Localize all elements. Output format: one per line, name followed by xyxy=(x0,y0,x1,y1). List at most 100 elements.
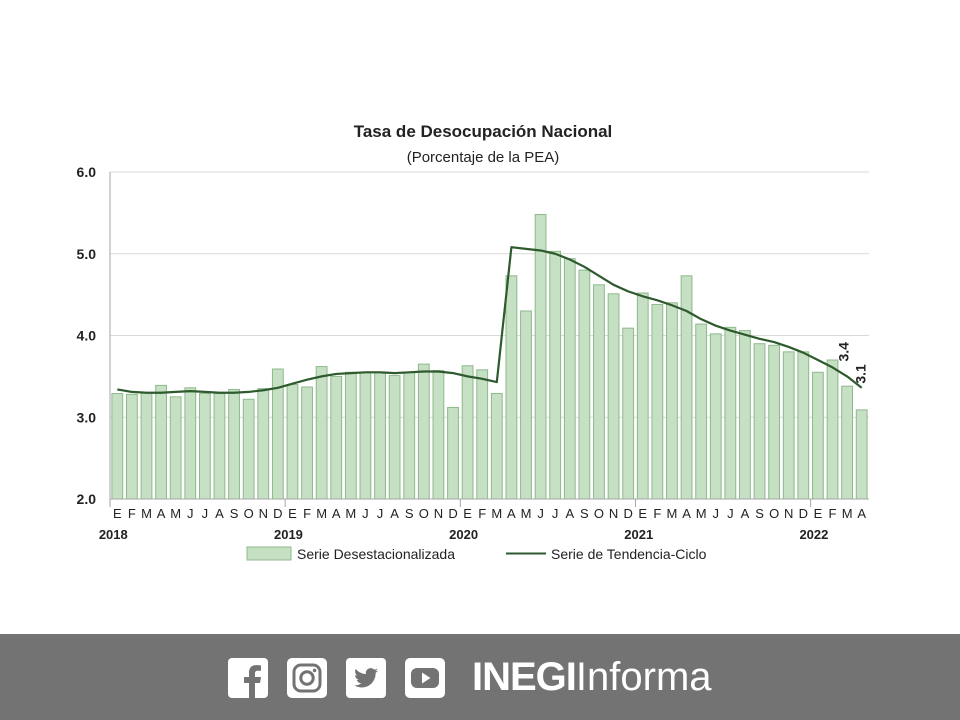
x-month-label: N xyxy=(609,506,618,521)
bar xyxy=(184,387,197,500)
bar xyxy=(505,275,518,500)
x-month-label: A xyxy=(157,506,166,521)
x-month-label: F xyxy=(829,506,837,521)
x-month-label: O xyxy=(244,506,254,521)
bar xyxy=(695,323,708,500)
y-tick-label: 5.0 xyxy=(77,246,97,262)
bar xyxy=(242,398,255,500)
x-month-label: E xyxy=(463,506,472,521)
x-month-label: E xyxy=(288,506,297,521)
bar xyxy=(432,370,445,500)
x-month-label: A xyxy=(215,506,224,521)
footer-bar: INEGIInforma xyxy=(0,634,960,720)
y-tick-label: 3.0 xyxy=(77,409,97,425)
chart: Tasa de Desocupación Nacional (Porcentaj… xyxy=(77,122,869,562)
bar xyxy=(753,343,766,500)
value-labels: 3.43.1 xyxy=(836,342,869,384)
bar xyxy=(622,327,635,500)
y-axis: 2.0 3.0 4.0 5.0 6.0 xyxy=(77,164,111,507)
bar xyxy=(768,344,781,500)
x-month-label: M xyxy=(842,506,853,521)
bar xyxy=(301,386,313,500)
legend: Serie Desestacionalizada Serie de Tenden… xyxy=(246,546,707,562)
brand-light: Informa xyxy=(575,655,712,699)
x-month-label: J xyxy=(552,506,559,521)
bar xyxy=(461,365,474,500)
x-month-label: J xyxy=(537,506,544,521)
bar xyxy=(578,269,591,500)
x-month-label: M xyxy=(696,506,707,521)
instagram-icon[interactable] xyxy=(287,658,327,698)
bar xyxy=(855,409,868,500)
x-month-label: J xyxy=(187,506,194,521)
x-month-label: F xyxy=(478,506,486,521)
bar xyxy=(111,393,124,500)
bar xyxy=(169,396,182,500)
facebook-icon[interactable] xyxy=(228,658,268,698)
x-month-label: F xyxy=(128,506,136,521)
x-month-label: M xyxy=(521,506,532,521)
legend-swatch-bar xyxy=(246,546,292,561)
bar xyxy=(125,393,138,500)
x-month-label: M xyxy=(667,506,678,521)
youtube-icon[interactable] xyxy=(405,658,445,698)
x-year-label: 2020 xyxy=(449,527,478,542)
x-month-label: A xyxy=(682,506,691,521)
bar xyxy=(417,363,430,500)
x-month-label: D xyxy=(448,506,457,521)
x-month-label: M xyxy=(141,506,152,521)
legend-label-tendencia: Serie de Tendencia-Ciclo xyxy=(551,546,707,562)
bar xyxy=(520,310,532,500)
x-month-label: D xyxy=(799,506,808,521)
y-tick-label: 4.0 xyxy=(77,328,97,344)
bar xyxy=(636,292,649,500)
bar xyxy=(534,214,547,500)
bar xyxy=(782,351,795,500)
bar xyxy=(841,385,854,500)
x-month-label: S xyxy=(580,506,589,521)
bar xyxy=(315,366,328,500)
x-month-label: D xyxy=(623,506,632,521)
x-month-label: A xyxy=(565,506,574,521)
bar xyxy=(476,369,489,500)
x-month-label: J xyxy=(362,506,369,521)
bar xyxy=(812,371,824,500)
legend-label-desestacionalizada: Serie Desestacionalizada xyxy=(297,546,455,562)
value-label: 3.4 xyxy=(836,342,852,362)
bar xyxy=(286,384,299,500)
x-month-label: E xyxy=(814,506,823,521)
bar xyxy=(198,393,211,500)
value-label: 3.1 xyxy=(853,364,869,384)
x-month-label: M xyxy=(316,506,327,521)
twitter-icon[interactable] xyxy=(346,658,386,698)
bar xyxy=(359,371,372,500)
bar xyxy=(155,384,167,500)
x-month-label: O xyxy=(769,506,779,521)
trend-line xyxy=(117,246,863,394)
x-month-label: M xyxy=(170,506,181,521)
bar xyxy=(228,388,240,500)
x-month-label: N xyxy=(784,506,793,521)
x-month-label: N xyxy=(434,506,443,521)
bar xyxy=(388,375,401,500)
x-year-label: 2022 xyxy=(799,527,828,542)
bar xyxy=(593,284,605,500)
x-month-label: A xyxy=(741,506,750,521)
x-month-label: A xyxy=(390,506,399,521)
x-month-label: F xyxy=(653,506,661,521)
x-year-label: 2021 xyxy=(624,527,653,542)
bar xyxy=(403,371,416,500)
bar xyxy=(651,303,664,500)
bar xyxy=(607,293,620,500)
bar xyxy=(374,371,386,500)
x-month-label: S xyxy=(755,506,764,521)
bars xyxy=(111,214,868,500)
x-month-label: M xyxy=(345,506,356,521)
inegi-informa-logo: INEGIInforma xyxy=(472,652,712,702)
bar xyxy=(666,302,678,500)
x-year-label: 2019 xyxy=(274,527,303,542)
chart-subtitle: (Porcentaje de la PEA) xyxy=(407,149,560,166)
x-month-label: J xyxy=(377,506,384,521)
x-month-label: M xyxy=(491,506,502,521)
